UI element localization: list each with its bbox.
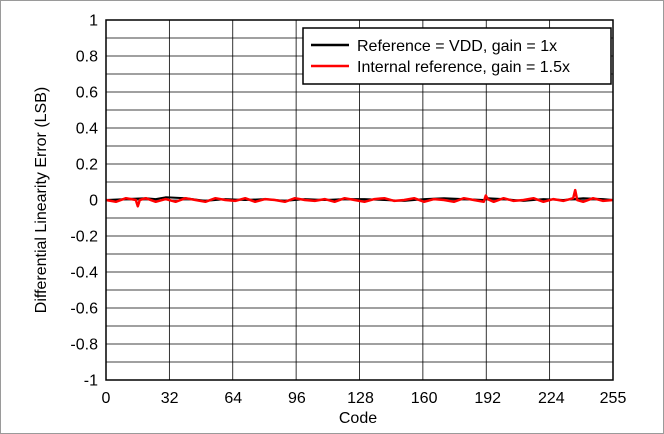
y-tick-label: 0.8 — [76, 49, 98, 66]
x-tick-label: 64 — [224, 390, 242, 407]
legend-label-internal-reference: Internal reference, gain = 1.5x — [357, 59, 570, 76]
x-tick-label: 32 — [161, 390, 179, 407]
y-tick-label: -0.2 — [70, 229, 98, 246]
legend-label-reference-vdd: Reference = VDD, gain = 1x — [357, 38, 557, 55]
y-tick-label: -0.8 — [70, 337, 98, 354]
y-tick-label: 1 — [89, 13, 98, 30]
y-axis-label: Differential Linearity Error (LSB) — [33, 87, 50, 313]
y-tick-label: -0.4 — [70, 265, 98, 282]
x-tick-label: 96 — [288, 390, 306, 407]
x-tick-label: 192 — [474, 390, 501, 407]
series-layer — [105, 188, 614, 208]
y-tick-label: 0.4 — [76, 121, 98, 138]
plot-border — [105, 19, 614, 381]
x-tick-label: 224 — [538, 390, 565, 407]
x-tick-label: 160 — [411, 390, 438, 407]
x-tick-labels: 0 32 64 96 128 160 192 224 255 — [102, 390, 627, 407]
y-tick-label: 0 — [89, 193, 98, 210]
y-tick-label: 0.2 — [76, 157, 98, 174]
y-tick-labels: 1 0.8 0.6 0.4 0.2 0 -0.2 -0.4 -0.6 -0.8 -1 — [70, 13, 98, 390]
series-line-internal-reference — [105, 188, 614, 208]
legend-box — [302, 27, 612, 85]
series-line-reference-vdd — [105, 196, 614, 202]
x-tick-label: 128 — [347, 390, 374, 407]
x-tick-label: 255 — [600, 390, 627, 407]
y-tick-label: -1 — [84, 373, 98, 390]
y-tick-label: 0.6 — [76, 85, 98, 102]
x-tick-label: 0 — [102, 390, 111, 407]
x-axis-label: Code — [339, 410, 377, 427]
y-tick-label: -0.6 — [70, 301, 98, 318]
legend: Reference = VDD, gain = 1x Internal refe… — [302, 27, 612, 85]
